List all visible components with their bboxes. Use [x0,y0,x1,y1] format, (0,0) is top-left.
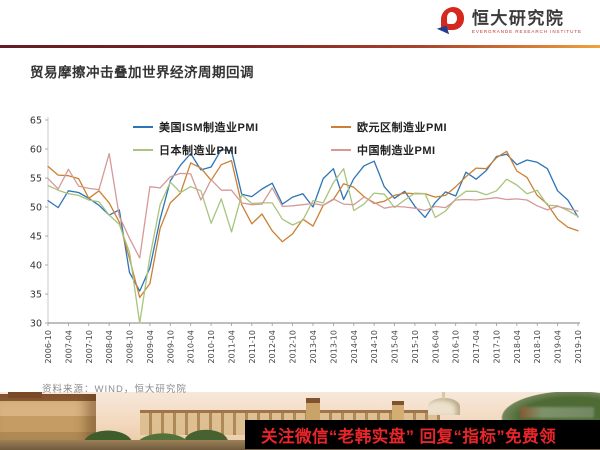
banner-photo-dome [428,392,460,415]
x-tick-label: 2011-04 [227,330,236,363]
x-tick-label: 2011-10 [248,330,257,363]
series-line [47,150,579,299]
brand-text-block: 恒大研究院 EVERGRANDE RESEARCH INSTITUTE [472,10,582,35]
brand-name-cn: 恒大研究院 [471,8,565,28]
x-tick-label: 2019-10 [574,330,583,363]
x-tick-label: 2015-10 [411,330,420,363]
x-tick-label: 2008-10 [126,330,135,363]
wechat-ad-text: 关注微信“老韩实盘” 回复“指标”免费领 [261,427,557,446]
logo-blue-swoosh [436,25,450,38]
y-tick-label: 30 [30,318,42,329]
pmi-chart-area: 30 35 40 45 50 55 60 65 2006-10 2007-04 2007-10 200… [25,112,590,382]
x-tick-label: 2015-04 [391,330,400,363]
y-tick-label: 35 [30,289,42,300]
x-tick-label: 2013-10 [329,330,338,363]
source-note: 资料来源：WIND，恒大研究院 [42,384,187,395]
x-tick-label: 2019-04 [554,330,563,363]
series-line [47,168,579,324]
page-title: 贸易摩擦冲击叠加世界经济周期回调 [30,65,254,80]
brand-name-en: EVERGRANDE RESEARCH INSTITUTE [471,28,582,34]
logo-red-emblem [440,7,464,30]
banner-photo-hills [498,392,600,422]
x-tick-label: 2016-10 [452,330,461,363]
y-tick-label: 40 [30,260,42,271]
pmi-line-chart: 30 35 40 45 50 55 60 65 2006-10 2007-04 2007-10 200… [30,115,583,363]
x-tick-label: 2012-04 [268,330,277,363]
x-tick-label: 2008-04 [105,330,114,363]
x-tick-label: 2010-04 [187,330,196,363]
x-tick-label: 2014-10 [370,330,379,363]
x-tick-label: 2017-10 [492,330,501,363]
wechat-ad-box: 关注微信“老韩实盘” 回复“指标”免费领 [245,420,600,449]
evergrande-logo-icon [436,7,465,38]
x-tick-label: 2007-04 [64,330,73,363]
header-divider [0,45,600,48]
x-tick-label: 2013-04 [309,330,318,363]
x-tick-label: 2010-10 [207,330,216,363]
banner-watermark [520,407,594,418]
x-tick-label: 2009-04 [146,330,155,363]
series-line [47,148,579,292]
x-tick-label: 2018-04 [513,330,522,363]
series-line [47,152,579,259]
x-tick-label: 2018-10 [533,330,542,363]
y-tick-label: 55 [30,173,42,184]
brand-logo: 恒大研究院 EVERGRANDE RESEARCH INSTITUTE [436,7,582,38]
y-tick-label: 45 [30,231,42,242]
y-tick-label: 65 [30,115,42,126]
y-tick-label: 60 [30,144,42,155]
x-tick-label: 2014-04 [350,330,359,363]
header: 恒大研究院 EVERGRANDE RESEARCH INSTITUTE [0,0,600,48]
x-tick-label: 2017-04 [472,330,481,363]
x-tick-label: 2006-10 [44,330,53,363]
x-tick-label: 2007-10 [85,330,94,363]
x-tick-label: 2009-10 [166,330,175,363]
x-tick-label: 2012-10 [289,330,298,363]
y-tick-label: 50 [30,202,42,213]
x-tick-label: 2016-04 [431,330,440,363]
bottom-banner: 关注微信“老韩实盘” 回复“指标”免费领 [0,392,600,450]
